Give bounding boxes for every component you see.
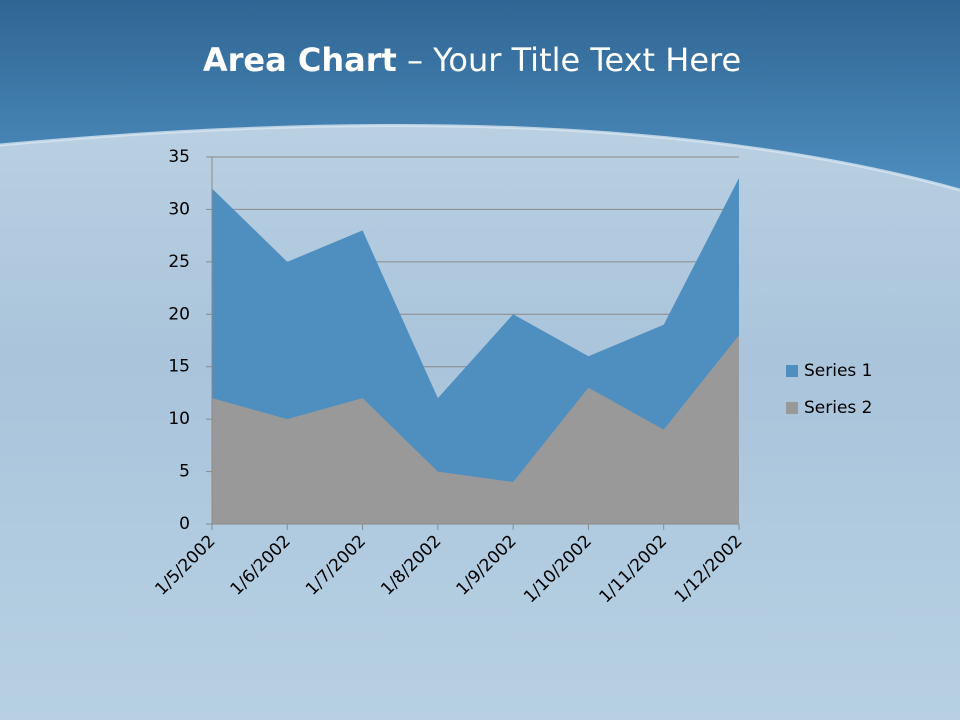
y-tick-label: 25 xyxy=(168,252,190,272)
y-tick-label: 5 xyxy=(179,462,190,482)
area xyxy=(212,335,739,524)
y-tick-label: 30 xyxy=(168,199,190,219)
title-rest: – Your Title Text Here xyxy=(407,41,741,79)
y-tick-label: 0 xyxy=(179,514,190,534)
legend-label: Series 2 xyxy=(804,398,873,418)
y-tick-label: 10 xyxy=(168,409,190,429)
y-tick-label: 20 xyxy=(168,304,190,324)
title-bold: Area Chart xyxy=(203,41,397,79)
legend-swatch xyxy=(786,402,798,414)
legend-swatch xyxy=(786,365,798,377)
header-edge xyxy=(0,124,960,192)
y-tick-label: 15 xyxy=(168,357,190,377)
legend-label: Series 1 xyxy=(804,361,873,381)
slide-title: Area Chart – Your Title Text Here xyxy=(203,41,741,79)
y-tick-label: 35 xyxy=(168,147,190,167)
